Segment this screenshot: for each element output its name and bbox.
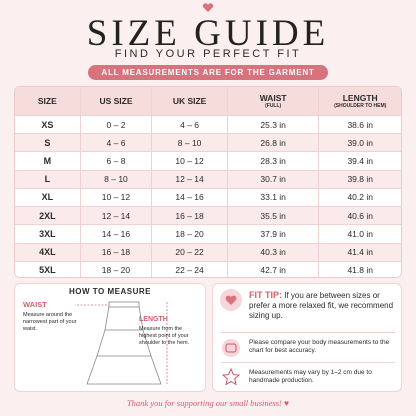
table-cell: 10 – 12 xyxy=(81,188,153,207)
column-label: LENGTH xyxy=(342,93,378,103)
table-cell: 37.9 in xyxy=(228,225,320,243)
footer: Thank you for supporting our small busin… xyxy=(126,398,290,408)
table-cell: 41.0 in xyxy=(347,228,373,239)
star-icon xyxy=(221,367,241,386)
length-text: Measure from the highest point of your s… xyxy=(139,326,190,346)
heart-icon xyxy=(202,3,214,13)
tips-panel: FIT TIP: If you are between sizes or pre… xyxy=(212,283,402,392)
title: SIZE GUIDE xyxy=(86,13,330,54)
table-cell: 12 – 14 xyxy=(81,207,153,225)
header-row: SIZE US SIZE UK SIZE WAIST (FULL) LENGTH (SHOU… xyxy=(15,87,401,115)
table-cell: 39.8 in xyxy=(347,174,373,185)
table-cell: 40.2 in xyxy=(347,192,373,203)
table-cell: 40.6 in xyxy=(347,210,373,221)
fit-tip: FIT TIP: If you are between sizes or pre… xyxy=(249,290,399,321)
column-label: US SIZE xyxy=(99,96,133,106)
table-cell: 4XL xyxy=(15,243,81,261)
table-cell: 41.4 in xyxy=(347,247,373,258)
table-cell: 35.5 in xyxy=(228,207,320,225)
tape-icon xyxy=(222,339,240,357)
table-cell: XL xyxy=(15,188,81,207)
table-cell: L xyxy=(15,170,81,188)
table-cell: XS xyxy=(15,116,81,134)
column-label: WAIST xyxy=(259,93,287,103)
size-table: SIZE US SIZE UK SIZE WAIST (FULL) LENGTH (SHOU… xyxy=(14,86,402,278)
table-cell: 4 – 6 xyxy=(152,116,228,134)
table-row: 4XL 16 – 18 20 – 22 40.3 in 41.4 in xyxy=(15,242,401,261)
table-cell: 8 – 10 xyxy=(81,170,153,188)
table-cell: 14 – 16 xyxy=(81,225,153,243)
table-cell: 25.3 in xyxy=(228,116,320,134)
fit-tip-text: If you are between sizes or prefer a mor… xyxy=(249,291,394,320)
table-cell: 39.0 in xyxy=(347,137,373,148)
table-cell: 14 – 16 xyxy=(152,188,228,207)
measure-panel: HOW TO MEASURE WAIST Measure around the … xyxy=(14,283,206,392)
subtitle: FIND YOUR PERFECT FIT xyxy=(114,48,302,60)
table-cell: 4 – 6 xyxy=(81,134,153,152)
divider xyxy=(221,332,395,333)
table-row: XL 10 – 12 14 – 16 33.1 in 40.2 in xyxy=(15,187,401,207)
fit-tip-label: FIT TIP: xyxy=(249,290,282,300)
table-row: 5XL 18 – 20 22 – 24 42.7 in 41.8 in xyxy=(15,260,401,277)
banner: ALL MEASUREMENTS ARE FOR THE GARMENT xyxy=(88,65,328,80)
length-label: LENGTH xyxy=(139,316,168,323)
table-cell: S xyxy=(15,134,81,152)
table-cell: 18 – 20 xyxy=(152,225,228,243)
table-cell: 33.1 in xyxy=(228,188,320,207)
column-label: SIZE xyxy=(37,96,57,106)
table-cell: 8 – 10 xyxy=(152,134,228,152)
variation-tip: Measurements may vary by 1–2 cm due to h… xyxy=(249,369,372,384)
table-cell: 41.8 in xyxy=(347,265,373,276)
table-cell: 10 – 12 xyxy=(152,152,228,170)
table-cell: 16 – 18 xyxy=(81,243,153,261)
header-cell: LENGTH (SHOULDER TO HEM) xyxy=(319,87,401,115)
table-cell: 16 – 18 xyxy=(152,207,228,225)
table-cell: 0 – 2 xyxy=(81,116,153,134)
table-row: 3XL 14 – 16 18 – 20 37.9 in 41.0 in xyxy=(15,224,401,243)
skirt-illustration xyxy=(75,301,168,385)
table-cell: 26.8 in xyxy=(228,134,320,152)
table-cell: 12 – 14 xyxy=(152,170,228,188)
table-cell: 20 – 22 xyxy=(152,243,228,261)
table-cell: 39.4 in xyxy=(347,156,373,167)
compare-tip: Please compare your body measurements to… xyxy=(249,339,390,354)
table-cell: 5XL xyxy=(15,261,81,277)
measure-title: HOW TO MEASURE xyxy=(69,287,151,296)
table-cell: 30.7 in xyxy=(228,170,320,188)
table-cell: 18 – 20 xyxy=(81,261,153,277)
column-label: UK SIZE xyxy=(172,96,207,106)
table-cell: 22 – 24 xyxy=(152,261,228,277)
header-cell: UK SIZE xyxy=(152,87,228,115)
divider xyxy=(221,362,395,363)
footer-text: Thank you for supporting our small busin… xyxy=(126,398,282,408)
table-cell: 6 – 8 xyxy=(81,152,153,170)
waist-label: WAIST xyxy=(23,300,47,309)
header-cell: WAIST (FULL) xyxy=(228,87,320,115)
header-cell: SIZE xyxy=(15,87,81,115)
column-sublabel: (SHOULDER TO HEM) xyxy=(334,103,387,109)
table-cell: 3XL xyxy=(15,225,81,243)
column-sublabel: (FULL) xyxy=(265,103,282,109)
table-cell: 2XL xyxy=(15,207,81,225)
table-cell: 42.7 in xyxy=(228,261,320,277)
table-cell: 28.3 in xyxy=(228,152,320,170)
waist-text: Measure around the narrowest part of you… xyxy=(23,312,77,332)
header-cell: US SIZE xyxy=(81,87,153,115)
table-cell: 40.3 in xyxy=(228,243,320,261)
table-cell: 38.6 in xyxy=(347,119,373,130)
table-cell: M xyxy=(15,152,81,170)
heart-badge xyxy=(220,289,242,311)
table-row: 2XL 12 – 14 16 – 18 35.5 in 40.6 in xyxy=(15,206,401,225)
